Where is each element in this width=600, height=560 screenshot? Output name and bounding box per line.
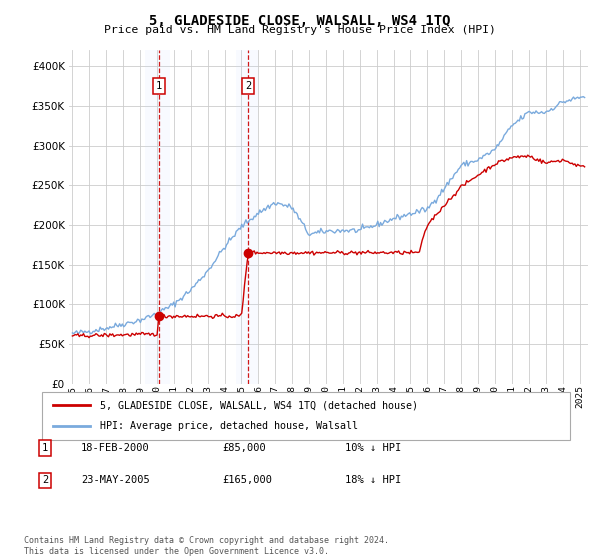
Text: 18% ↓ HPI: 18% ↓ HPI xyxy=(345,475,401,486)
Text: 23-MAY-2005: 23-MAY-2005 xyxy=(81,475,150,486)
Text: HPI: Average price, detached house, Walsall: HPI: Average price, detached house, Wals… xyxy=(100,421,358,431)
Text: 2: 2 xyxy=(42,475,48,486)
Bar xyxy=(145,50,170,384)
Text: 1: 1 xyxy=(42,443,48,453)
Text: £85,000: £85,000 xyxy=(222,443,266,453)
Text: 10% ↓ HPI: 10% ↓ HPI xyxy=(345,443,401,453)
Text: £165,000: £165,000 xyxy=(222,475,272,486)
Text: 1: 1 xyxy=(156,81,162,91)
Text: 2: 2 xyxy=(245,81,251,91)
Text: Price paid vs. HM Land Registry's House Price Index (HPI): Price paid vs. HM Land Registry's House … xyxy=(104,25,496,35)
Text: 18-FEB-2000: 18-FEB-2000 xyxy=(81,443,150,453)
Text: 5, GLADESIDE CLOSE, WALSALL, WS4 1TQ (detached house): 5, GLADESIDE CLOSE, WALSALL, WS4 1TQ (de… xyxy=(100,400,418,410)
Text: Contains HM Land Registry data © Crown copyright and database right 2024.
This d: Contains HM Land Registry data © Crown c… xyxy=(24,536,389,556)
Text: 5, GLADESIDE CLOSE, WALSALL, WS4 1TQ: 5, GLADESIDE CLOSE, WALSALL, WS4 1TQ xyxy=(149,14,451,28)
Bar xyxy=(236,50,259,384)
